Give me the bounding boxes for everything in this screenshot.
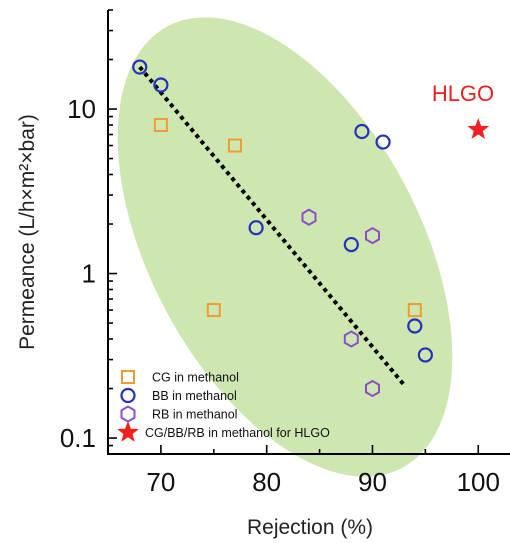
point-circle-2 <box>248 220 264 236</box>
point-square-3 <box>407 303 422 318</box>
x-tick-label: 70 <box>146 467 175 497</box>
y-tick-label: 0.1 <box>60 423 96 453</box>
point-square-2 <box>206 303 221 318</box>
legend-label: CG/BB/RB in methanol for HLGO <box>145 426 330 440</box>
legend-marker-square <box>121 370 135 384</box>
plot-area <box>117 17 490 477</box>
hlgo-annotation: HLGO <box>432 81 494 106</box>
legend-marker-circle <box>120 387 136 404</box>
point-star-0 <box>467 118 490 139</box>
x-tick-label: 100 <box>457 467 500 497</box>
point-hexagon-0 <box>301 208 317 226</box>
axes: 0.1 1 10 70 80 90 100 <box>60 9 510 497</box>
legend-marker-hexagon <box>120 405 136 423</box>
point-hexagon-3 <box>365 379 380 398</box>
x-axis-title: Rejection (%) <box>247 516 373 539</box>
legend-label: BB in methanol <box>152 389 237 403</box>
point-circle-1 <box>153 77 169 93</box>
legend: CG in methanol BB in methanol RB in methan… <box>117 370 330 442</box>
trend-line <box>138 65 406 387</box>
point-hexagon-1 <box>365 226 380 245</box>
x-tick-label: 80 <box>252 467 281 497</box>
point-circle-6 <box>407 318 423 334</box>
legend-label: RB in methanol <box>152 408 237 422</box>
green-ellipse-region <box>117 17 453 477</box>
legend-marker-star <box>117 421 139 442</box>
x-tick-label: 90 <box>358 467 387 497</box>
y-tick-label: 1 <box>82 259 96 289</box>
y-tick-label: 10 <box>67 94 96 124</box>
point-hexagon-2 <box>343 330 359 348</box>
point-square-1 <box>227 138 242 153</box>
y-axis-title: Permeance (L/h×m²×bar) <box>16 114 39 350</box>
point-circle-0 <box>132 59 148 75</box>
point-circle-7 <box>417 347 433 363</box>
point-circle-3 <box>343 236 359 253</box>
point-square-0 <box>153 117 168 132</box>
point-circle-5 <box>375 134 391 150</box>
legend-label: CG in methanol <box>152 371 239 385</box>
point-circle-4 <box>354 123 370 140</box>
